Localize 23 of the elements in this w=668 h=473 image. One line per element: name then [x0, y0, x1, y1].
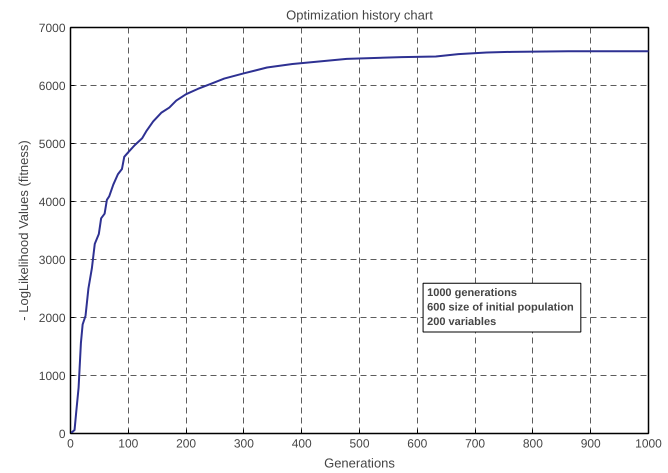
- x-axis-title: Generations: [324, 456, 396, 470]
- y-tick-label: 3000: [38, 253, 66, 267]
- y-tick-label: 7000: [38, 21, 66, 35]
- x-tick-label: 800: [522, 436, 544, 450]
- x-tick-label: 600: [407, 436, 428, 450]
- x-tick-label: 0: [67, 436, 74, 450]
- x-tick-label: 200: [176, 436, 196, 450]
- y-tick-label: 2000: [38, 311, 66, 325]
- x-tick-label: 900: [580, 436, 602, 450]
- x-tick-label: 100: [118, 436, 139, 450]
- y-tick-label: 4000: [38, 195, 66, 209]
- x-tick-label: 700: [465, 436, 486, 450]
- y-tick-label: 1000: [38, 369, 66, 383]
- x-tick-label: 500: [349, 436, 370, 450]
- y-axis-title: - LogLikelihood Values (fitness): [16, 140, 31, 321]
- x-tick-label: 1000: [635, 436, 662, 450]
- y-tick-label: 6000: [38, 79, 66, 93]
- annotation: 1000 generations 600 size of initial population 200 variables: [427, 287, 574, 328]
- x-tick-label: 400: [292, 436, 312, 450]
- y-tick-label: 0: [58, 427, 66, 441]
- chart-title: Optimization history chart: [286, 8, 434, 22]
- y-tick-label: 5000: [38, 137, 66, 151]
- x-tick-label: 300: [234, 436, 254, 450]
